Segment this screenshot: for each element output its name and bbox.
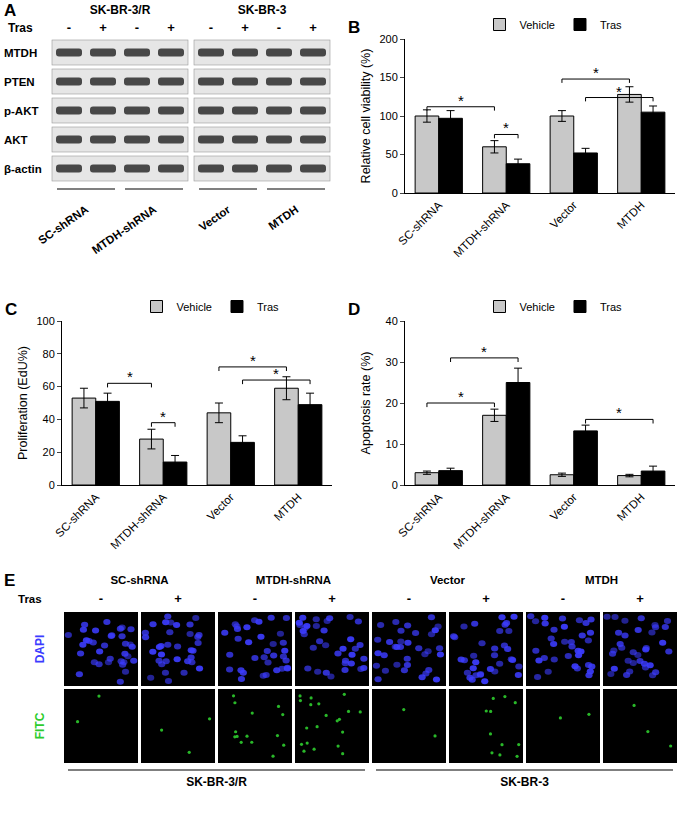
svg-text:MTDH-shRNA: MTDH-shRNA [451, 491, 512, 552]
svg-text:+: + [241, 20, 249, 35]
svg-text:Tras: Tras [8, 21, 33, 35]
svg-text:20: 20 [43, 446, 55, 458]
svg-text:Proliferation (EdU%): Proliferation (EdU%) [16, 346, 30, 460]
svg-text:Vector: Vector [205, 491, 237, 523]
svg-text:Tras: Tras [18, 593, 42, 605]
svg-text:+: + [167, 20, 175, 35]
svg-text:30: 30 [386, 356, 398, 368]
svg-text:SK-BR-3/R: SK-BR-3/R [90, 3, 151, 17]
svg-text:FITC: FITC [33, 712, 47, 739]
svg-text:Vehicle: Vehicle [177, 301, 212, 313]
svg-text:PTEN: PTEN [4, 76, 35, 88]
svg-text:*: * [250, 352, 256, 369]
svg-text:-: - [253, 591, 257, 606]
svg-text:50: 50 [386, 148, 398, 160]
svg-text:0: 0 [49, 479, 55, 491]
svg-text:DAPI: DAPI [33, 635, 47, 664]
svg-text:-: - [135, 20, 139, 35]
svg-text:+: + [99, 20, 107, 35]
svg-text:*: * [481, 343, 487, 360]
svg-text:0: 0 [392, 479, 398, 491]
svg-text:SC-shRNA: SC-shRNA [110, 574, 168, 586]
svg-text:MTDH: MTDH [4, 47, 37, 59]
svg-text:AKT: AKT [4, 134, 28, 146]
svg-text:*: * [458, 388, 464, 405]
svg-text:A: A [4, 1, 16, 20]
svg-text:SC-shRNA: SC-shRNA [396, 199, 444, 247]
svg-text:D: D [348, 300, 360, 319]
svg-text:MTDH: MTDH [585, 574, 618, 586]
svg-text:SK-BR-3: SK-BR-3 [500, 775, 549, 789]
svg-text:SC-shRNA: SC-shRNA [36, 203, 91, 246]
svg-text:-: - [209, 20, 213, 35]
svg-text:150: 150 [379, 71, 397, 83]
svg-text:+: + [636, 591, 644, 606]
svg-text:Vehicle: Vehicle [520, 19, 555, 31]
svg-text:Vector: Vector [548, 199, 580, 231]
svg-text:MTDH-shRNA: MTDH-shRNA [451, 199, 512, 260]
svg-text:SK-BR-3/R: SK-BR-3/R [186, 775, 247, 789]
svg-text:MTDH: MTDH [615, 199, 647, 231]
svg-text:MTDH-shRNA: MTDH-shRNA [108, 491, 169, 552]
svg-text:MTDH-shRNA: MTDH-shRNA [256, 574, 331, 586]
svg-text:*: * [458, 92, 464, 109]
svg-text:+: + [482, 591, 490, 606]
svg-text:+: + [309, 20, 317, 35]
svg-text:*: * [160, 408, 166, 425]
svg-text:0: 0 [392, 187, 398, 199]
svg-text:40: 40 [43, 413, 55, 425]
svg-text:C: C [5, 300, 17, 319]
svg-text:*: * [593, 64, 599, 81]
svg-text:100: 100 [379, 110, 397, 122]
svg-text:B: B [348, 18, 360, 37]
svg-text:Tras: Tras [600, 301, 622, 313]
svg-text:40: 40 [386, 315, 398, 327]
svg-text:*: * [273, 365, 279, 382]
svg-text:+: + [328, 591, 336, 606]
svg-text:100: 100 [36, 315, 54, 327]
svg-text:-: - [67, 20, 71, 35]
svg-text:60: 60 [43, 380, 55, 392]
svg-text:*: * [616, 83, 622, 100]
svg-text:-: - [561, 591, 565, 606]
svg-text:Apoptosis rate (%): Apoptosis rate (%) [359, 352, 373, 455]
svg-text:200: 200 [379, 33, 397, 45]
svg-text:*: * [503, 119, 509, 136]
svg-text:MTDH-shRNA: MTDH-shRNA [90, 203, 159, 256]
svg-text:*: * [127, 368, 133, 385]
svg-text:β-actin: β-actin [4, 163, 42, 175]
svg-text:10: 10 [386, 438, 398, 450]
svg-text:Vector: Vector [430, 574, 466, 586]
svg-text:20: 20 [386, 397, 398, 409]
svg-text:+: + [174, 591, 182, 606]
svg-text:Tras: Tras [600, 19, 622, 31]
svg-text:-: - [277, 20, 281, 35]
svg-text:SC-shRNA: SC-shRNA [53, 491, 101, 539]
svg-text:Vehicle: Vehicle [520, 301, 555, 313]
svg-text:-: - [407, 591, 411, 606]
svg-text:*: * [616, 404, 622, 421]
svg-text:-: - [99, 591, 103, 606]
svg-text:MTDH: MTDH [615, 491, 647, 523]
svg-text:SK-BR-3: SK-BR-3 [238, 3, 287, 17]
svg-text:Tras: Tras [257, 301, 279, 313]
svg-text:Relative cell viability (%): Relative cell viability (%) [359, 49, 373, 184]
svg-text:MTDH: MTDH [266, 203, 300, 232]
svg-text:E: E [4, 571, 15, 590]
svg-text:Vector: Vector [197, 203, 233, 233]
svg-text:80: 80 [43, 348, 55, 360]
svg-text:MTDH: MTDH [272, 491, 304, 523]
svg-text:p-AKT: p-AKT [4, 105, 39, 117]
svg-text:Vector: Vector [548, 491, 580, 523]
svg-text:SC-shRNA: SC-shRNA [396, 491, 444, 539]
